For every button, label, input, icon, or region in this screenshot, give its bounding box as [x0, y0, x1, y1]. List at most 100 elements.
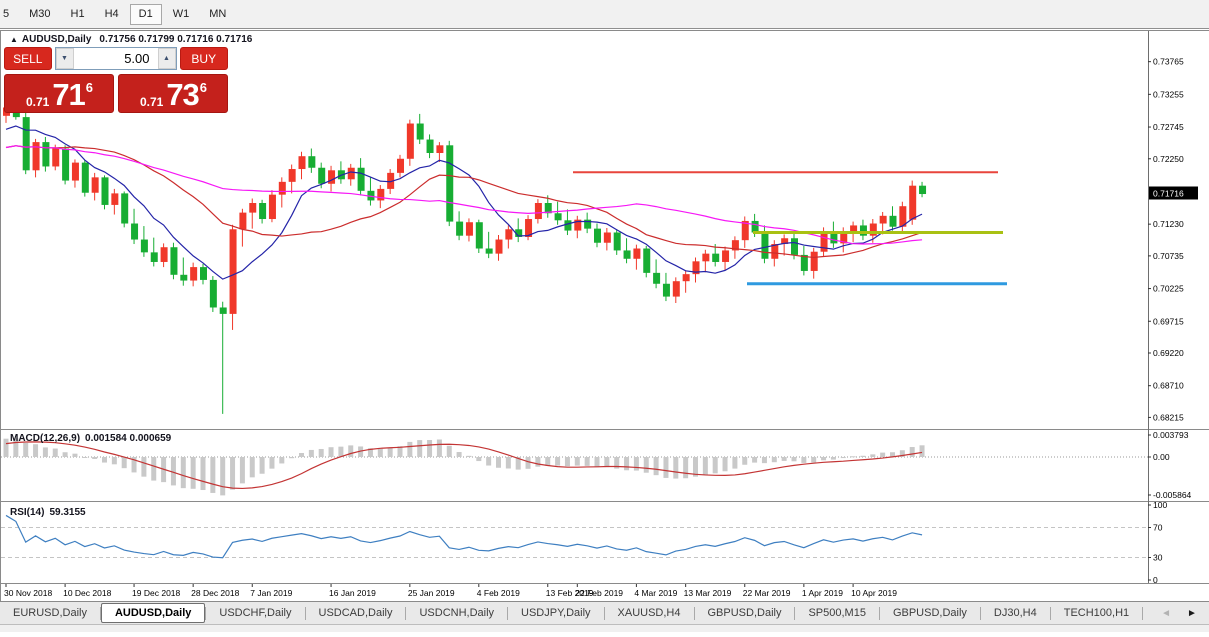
buy-price-panel[interactable]: 0.71 73 6	[118, 74, 228, 113]
timeframe-toolbar: 5 M30 H1 H4 D1 W1 MN	[0, 0, 1209, 29]
current-price-label: 0.71716	[1153, 189, 1184, 199]
one-click-trading-panel: SELL ▼ 5.00 ▲ BUY 0.71 71 6 0.71 73 6	[4, 47, 228, 113]
price-axis-label: 0.69715	[1153, 316, 1184, 326]
chart-symbol-label: AUDUSD,Daily	[21, 34, 92, 45]
price-axis-label: 0.73255	[1153, 89, 1184, 99]
tab-scroll-controls: ◄ ►	[1142, 606, 1209, 620]
chevron-up-icon: ▲	[163, 55, 170, 62]
timeframe-button-W1[interactable]: W1	[172, 7, 190, 20]
macd-axis-label: 0.003793	[1153, 430, 1189, 440]
tab-separator	[405, 606, 407, 620]
tab-separator	[979, 606, 981, 620]
date-axis-label: 10 Dec 2018	[63, 588, 111, 598]
symbol-tab-bar: EURUSD,Daily AUDUSD,Daily USDCHF,Daily USDC…	[0, 602, 1209, 625]
ma-medium-line	[5, 145, 923, 259]
timeframe-button-5[interactable]: 5	[3, 7, 10, 20]
chart-title: ▲ AUDUSD,Daily 0.71756 0.71799 0.71716 0.7…	[10, 34, 252, 45]
tab-separator	[1049, 606, 1051, 620]
ma-fast-line	[5, 125, 923, 280]
price-axis-label: 0.70225	[1153, 284, 1184, 294]
tab-scroll-left-icon[interactable]: ◄	[1161, 607, 1172, 619]
date-axis-label: 10 Apr 2019	[851, 588, 897, 598]
chart-tab-DJ30-H4[interactable]: DJ30,H4	[993, 607, 1037, 619]
rsi-axis-label: 30	[1153, 553, 1163, 563]
sell-price-panel[interactable]: 0.71 71 6	[4, 74, 114, 113]
price-axis-label: 0.72250	[1153, 154, 1184, 164]
date-axis-label: 22 Feb 2019	[575, 588, 623, 598]
tab-separator	[1142, 606, 1144, 620]
status-bar	[0, 625, 1209, 632]
date-axis-label: 16 Jan 2019	[329, 588, 376, 598]
date-axis-label: 13 Feb 2019	[546, 588, 594, 598]
price-axis-label: 0.70735	[1153, 251, 1184, 261]
chart-tab-GBPUSD-Daily[interactable]: GBPUSD,Daily	[892, 607, 967, 619]
timeframe-button-M30[interactable]: M30	[29, 7, 51, 20]
timeframe-button-H1[interactable]: H1	[70, 7, 85, 20]
chart-tab-USDCNH-Daily[interactable]: USDCNH,Daily	[419, 607, 495, 619]
date-axis-label: 4 Mar 2019	[634, 588, 677, 598]
tab-separator	[507, 606, 509, 620]
macd-axis-label: -0.005864	[1153, 490, 1192, 500]
price-axis-label: 0.69220	[1153, 348, 1184, 358]
date-axis-label: 19 Dec 2018	[132, 588, 180, 598]
buy-price-big: 73	[166, 77, 199, 112]
symbol-tabs: EURUSD,Daily AUDUSD,Daily USDCHF,Daily USDC…	[0, 603, 1142, 623]
buy-price-pip: 6	[199, 80, 208, 95]
tab-separator	[693, 606, 695, 620]
price-axis-label: 0.71230	[1153, 219, 1184, 229]
chart-tab-AUDUSD-Daily[interactable]: AUDUSD,Daily	[100, 603, 206, 623]
price-axis-label: 0.73765	[1153, 57, 1184, 67]
rsi-indicator-label: RSI(14) 59.3155	[10, 507, 86, 518]
date-axis-label: 22 Mar 2019	[743, 588, 791, 598]
sell-price-base: 0.71	[25, 95, 50, 109]
chart-tab-USDCHF-Daily[interactable]: USDCHF,Daily	[219, 607, 292, 619]
chart-ohlc-values: 0.71756 0.71799 0.71716 0.71716	[99, 34, 253, 45]
price-axis-label: 0.68215	[1153, 412, 1184, 422]
current-price-tag	[1149, 186, 1198, 200]
sell-price-big: 71	[52, 77, 85, 112]
timeframe-button-MN[interactable]: MN	[209, 7, 227, 20]
price-axis-label: 0.68710	[1153, 381, 1184, 391]
rsi-axis-label: 100	[1153, 500, 1167, 510]
date-axis-label: 7 Jan 2019	[250, 588, 292, 598]
date-axis-label: 25 Jan 2019	[408, 588, 455, 598]
buy-button[interactable]: BUY	[179, 47, 228, 70]
chart-tab-GBPUSD-Daily[interactable]: GBPUSD,Daily	[707, 607, 782, 619]
symbol-marker-icon: ▲	[10, 35, 18, 44]
timeframe-button-H4[interactable]: H4	[104, 7, 119, 20]
tab-separator	[794, 606, 796, 620]
tab-separator	[603, 606, 605, 620]
rsi-name: RSI(14)	[10, 507, 45, 518]
volume-increase-button[interactable]: ▲	[157, 48, 176, 69]
chart-tab-USDJPY-Daily[interactable]: USDJPY,Daily	[521, 607, 591, 619]
rsi-axis-label: 70	[1153, 523, 1163, 533]
macd-axis-label: 0.00	[1153, 452, 1170, 462]
tab-separator	[878, 606, 880, 620]
volume-input[interactable]: 5.00	[73, 48, 158, 69]
ma-slow-line	[5, 145, 923, 245]
rsi-value: 59.3155	[49, 507, 86, 518]
tab-separator	[304, 606, 306, 620]
chart-tab-USDCAD-Daily[interactable]: USDCAD,Daily	[318, 607, 393, 619]
date-axis-label: 4 Feb 2019	[477, 588, 520, 598]
tab-scroll-right-icon[interactable]: ►	[1187, 607, 1197, 619]
volume-decrease-button[interactable]: ▼	[55, 48, 74, 69]
chart-tab-TECH100-H1[interactable]: TECH100,H1	[1063, 607, 1130, 619]
chart-tab-SP500-M15[interactable]: SP500,M15	[808, 607, 866, 619]
macd-values: 0.001584 0.000659	[85, 433, 172, 444]
macd-name: MACD(12,26,9)	[10, 433, 81, 444]
chart-tab-XAUUSD-H4[interactable]: XAUUSD,H4	[617, 607, 681, 619]
timeframe-button-D1[interactable]: D1	[129, 3, 162, 25]
price-axis-label: 0.72745	[1153, 122, 1184, 132]
volume-spinner: ▼ 5.00 ▲	[54, 47, 177, 70]
date-axis-label: 13 Mar 2019	[684, 588, 732, 598]
rsi-axis-label: 0	[1153, 575, 1158, 585]
sell-price-pip: 6	[85, 80, 94, 95]
chart-tab-EURUSD-Daily[interactable]: EURUSD,Daily	[13, 607, 87, 619]
tab-separator	[99, 606, 101, 620]
macd-indicator-label: MACD(12,26,9) 0.001584 0.000659	[10, 433, 171, 444]
buy-price-base: 0.71	[139, 95, 164, 109]
date-axis-label: 30 Nov 2018	[4, 588, 52, 598]
sell-button[interactable]: SELL	[4, 47, 52, 70]
